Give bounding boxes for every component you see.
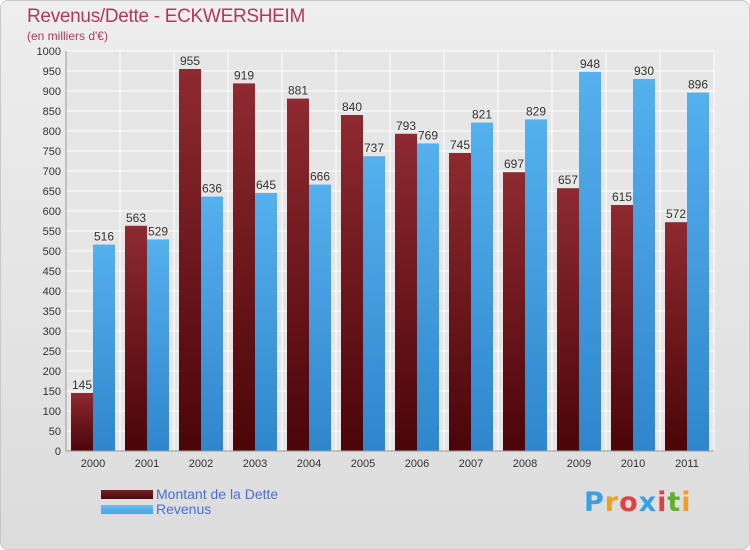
data-label: 881: [288, 84, 308, 98]
bar-dette: [341, 115, 363, 451]
bar-revenus: [417, 143, 439, 451]
data-label: 516: [94, 230, 114, 244]
data-label: 145: [72, 378, 92, 392]
bar-revenus: [309, 184, 331, 451]
bar-dette: [71, 393, 93, 451]
data-label: 745: [450, 138, 470, 152]
x-tick-label: 2010: [621, 458, 645, 470]
x-tick-label: 2004: [297, 458, 321, 470]
bar-dette: [395, 133, 417, 452]
bar-dette: [611, 205, 633, 451]
data-label: 615: [612, 190, 632, 204]
x-tick-label: 2001: [135, 458, 159, 470]
proxiti-logo: Proxiti: [584, 487, 692, 518]
bar-dette: [557, 188, 579, 451]
y-tick-label: 100: [43, 406, 61, 418]
data-label: 636: [202, 182, 222, 196]
bar-revenus: [201, 196, 223, 451]
data-label: 572: [666, 207, 686, 221]
data-label: 840: [342, 100, 362, 114]
x-tick-label: 2002: [189, 458, 213, 470]
data-label: 529: [148, 224, 168, 238]
y-tick-label: 1000: [37, 46, 61, 58]
y-tick-label: 950: [43, 66, 61, 78]
legend-swatch-revenus: [101, 505, 153, 514]
y-tick-label: 800: [43, 126, 61, 138]
data-label: 829: [526, 104, 546, 118]
bar-revenus: [363, 156, 385, 451]
x-tick-label: 2005: [351, 458, 375, 470]
data-label: 930: [634, 64, 654, 78]
y-tick-label: 300: [43, 326, 61, 338]
y-tick-label: 400: [43, 286, 61, 298]
logo-letter: i: [681, 487, 692, 518]
chart-title: Revenus/Dette - ECKWERSHEIM: [27, 6, 306, 27]
legend-swatch-dette: [101, 490, 153, 499]
bar-dette: [287, 98, 309, 451]
logo-letter: i: [657, 487, 668, 518]
x-tick-label: 2011: [675, 458, 699, 470]
y-tick-label: 850: [43, 106, 61, 118]
y-tick-label: 500: [43, 246, 61, 258]
bar-dette: [665, 222, 687, 451]
legend-label-revenus: Revenus: [156, 501, 212, 517]
data-label: 955: [180, 54, 200, 68]
x-tick-label: 2006: [405, 458, 429, 470]
data-label: 896: [688, 78, 708, 92]
data-label: 666: [310, 170, 330, 184]
logo-letter: r: [604, 487, 620, 518]
y-tick-label: 450: [43, 266, 61, 278]
y-tick-label: 0: [55, 446, 61, 458]
chart-subtitle: (en milliers d'€): [27, 29, 108, 43]
data-label: 563: [126, 211, 146, 225]
data-label: 919: [234, 68, 254, 82]
data-label: 769: [418, 128, 438, 142]
data-label: 657: [558, 173, 578, 187]
data-label: 737: [364, 141, 384, 155]
data-label: 645: [256, 178, 276, 192]
bar-revenus: [579, 71, 601, 452]
bar-dette: [179, 69, 201, 451]
data-label: 793: [396, 119, 416, 133]
bar-dette: [233, 83, 255, 452]
legend-label-dette: Montant de la Dette: [156, 486, 279, 502]
data-label: 697: [504, 157, 524, 171]
logo-letter: t: [667, 487, 682, 518]
bar-revenus: [93, 244, 115, 451]
y-tick-label: 750: [43, 146, 61, 158]
bar-revenus: [525, 119, 547, 452]
bar-revenus: [633, 79, 655, 451]
x-tick-label: 2007: [459, 458, 483, 470]
bar-revenus: [147, 239, 169, 451]
y-tick-label: 350: [43, 306, 61, 318]
x-tick-label: 2003: [243, 458, 267, 470]
logo-letter: P: [584, 487, 605, 518]
bar-dette: [503, 172, 525, 451]
x-tick-label: 2009: [567, 458, 591, 470]
y-tick-label: 650: [43, 186, 61, 198]
y-tick-label: 900: [43, 86, 61, 98]
y-tick-label: 200: [43, 366, 61, 378]
y-tick-label: 50: [49, 426, 61, 438]
data-label: 948: [580, 57, 600, 71]
y-tick-label: 700: [43, 166, 61, 178]
bar-revenus: [471, 122, 493, 451]
bar-revenus: [687, 92, 709, 451]
bar-revenus: [255, 193, 277, 451]
y-tick-label: 600: [43, 206, 61, 218]
logo-letter: x: [638, 487, 658, 518]
logo-letter: o: [619, 487, 639, 518]
x-tick-label: 2008: [513, 458, 537, 470]
data-label: 821: [472, 108, 492, 122]
bar-dette: [449, 153, 471, 451]
y-tick-label: 250: [43, 346, 61, 358]
x-tick-label: 2000: [81, 458, 105, 470]
y-tick-label: 150: [43, 386, 61, 398]
y-tick-label: 550: [43, 226, 61, 238]
bar-dette: [125, 225, 147, 451]
